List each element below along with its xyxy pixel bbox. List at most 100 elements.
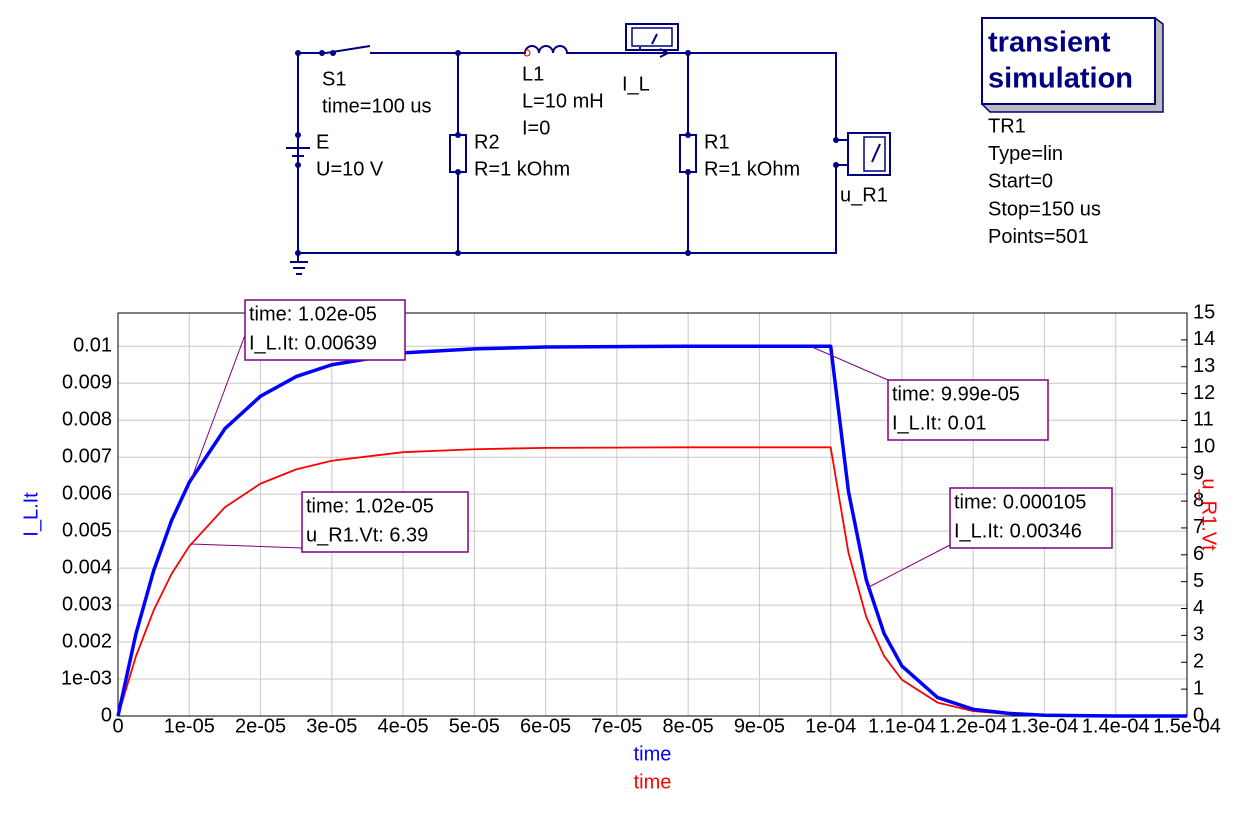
y2-tick-label: 4 <box>1193 597 1204 619</box>
y-tick-label: 0.005 <box>62 519 112 541</box>
x-tick-label: 1.2e-04 <box>939 715 1007 737</box>
marker-box <box>244 299 406 361</box>
wire <box>297 52 848 254</box>
voltmeter <box>847 132 891 176</box>
marker-text: time: 1.02e-05 <box>306 495 434 517</box>
component-label: S1 <box>322 68 346 90</box>
y2-tick-label: 3 <box>1193 624 1204 646</box>
y-tick-label: 0 <box>101 704 112 726</box>
x-tick-label: 8e-05 <box>663 715 714 737</box>
marker-text: I_L.It: 0.00639 <box>249 332 377 354</box>
x-tick-label: 1.5e-04 <box>1153 715 1221 737</box>
y2-tick-label: 6 <box>1193 543 1204 565</box>
y2-tick-label: 13 <box>1193 355 1215 377</box>
resistor <box>679 134 697 173</box>
x-tick-label: 1.1e-04 <box>868 715 936 737</box>
marker-box <box>949 487 1113 549</box>
y-tick-label: 0.008 <box>62 409 112 431</box>
y2-tick-label: 10 <box>1193 436 1215 458</box>
sim-param: Points=501 <box>988 226 1089 248</box>
y-tick-label: 0.01 <box>73 335 112 357</box>
component-label: u_R1 <box>840 184 888 206</box>
y2-tick-label: 11 <box>1193 409 1214 431</box>
x-tick-label: 4e-05 <box>377 715 428 737</box>
x-axis-label: time <box>634 743 672 765</box>
sim-param: Type=lin <box>988 143 1063 165</box>
sim-param: TR1 <box>988 115 1026 137</box>
y-tick-label: 0.004 <box>62 556 112 578</box>
inductor <box>515 45 572 54</box>
series-line <box>116 344 1187 718</box>
y-tick-label: 1e-03 <box>61 667 112 689</box>
y2-tick-label: 5 <box>1193 570 1204 592</box>
sim-box <box>981 17 1156 105</box>
y-tick-label: 0.002 <box>62 630 112 652</box>
y2-tick-label: 0 <box>1193 704 1204 726</box>
marker-text: I_L.It: 0.00346 <box>954 520 1082 542</box>
x-tick-label: 1e-05 <box>164 715 215 737</box>
marker-text: time: 9.99e-05 <box>892 383 1020 405</box>
y2-tick-label: 15 <box>1193 301 1215 323</box>
component-label: I_L <box>622 73 650 95</box>
plot-frame <box>117 312 1188 717</box>
x-axis-label: time <box>634 771 672 793</box>
x-tick-label: 2e-05 <box>235 715 286 737</box>
marker-box <box>887 379 1049 441</box>
y2-tick-label: 14 <box>1193 328 1215 350</box>
component-label: I=0 <box>522 117 550 139</box>
ground <box>290 261 308 275</box>
junctions <box>295 50 839 256</box>
marker-leader <box>866 544 951 589</box>
series-line <box>117 446 1187 717</box>
marker-leader <box>190 543 303 549</box>
y2-tick-label: 12 <box>1193 382 1215 404</box>
x-tick-label: 7e-05 <box>591 715 642 737</box>
component-label: U=10 V <box>316 158 384 180</box>
component-label: L=10 mH <box>522 90 604 112</box>
x-tick-label: 6e-05 <box>520 715 571 737</box>
voltmeter-needle <box>871 143 881 163</box>
node <box>319 50 325 56</box>
component-label: time=100 us <box>322 95 432 117</box>
marker-text: time: 1.02e-05 <box>249 303 377 325</box>
component-label: R1 <box>704 131 730 153</box>
y-tick-label: 0.009 <box>62 372 112 394</box>
y2-tick-label: 9 <box>1193 462 1204 484</box>
y2-tick-label: 8 <box>1193 489 1204 511</box>
resistor <box>449 134 467 173</box>
marker-text: I_L.It: 0.01 <box>892 412 987 434</box>
voltmeter-face <box>863 136 886 172</box>
ammeter-face <box>631 27 673 47</box>
x-tick-label: 1.3e-04 <box>1011 715 1079 737</box>
component-label: L1 <box>522 63 544 85</box>
sim-param: Stop=150 us <box>988 198 1101 220</box>
y-axis-label: I_L.It <box>20 492 42 537</box>
y-tick-label: 0.003 <box>62 593 112 615</box>
marker-box <box>301 491 469 553</box>
x-tick-label: 5e-05 <box>449 715 500 737</box>
y2-axis-label: u_R1.Vt <box>1198 478 1220 551</box>
component-label: R=1 kOhm <box>474 158 570 180</box>
ammeter-arrow <box>626 33 678 58</box>
x-tick-label: 1e-04 <box>805 715 856 737</box>
y2-tick-label: 7 <box>1193 516 1204 538</box>
switch <box>318 45 378 54</box>
sim-param: Start=0 <box>988 171 1053 193</box>
x-tick-label: 1.4e-04 <box>1082 715 1150 737</box>
marker-text: time: 0.000105 <box>954 491 1086 513</box>
battery <box>286 147 310 157</box>
sim-title: transient <box>988 27 1111 59</box>
node <box>523 49 531 57</box>
marker-text: u_R1.Vt: 6.39 <box>306 524 428 546</box>
y-tick-label: 0.007 <box>62 445 112 467</box>
x-tick-label: 9e-05 <box>734 715 785 737</box>
node <box>330 50 336 56</box>
marker-leader <box>811 346 889 381</box>
component-label: R2 <box>474 131 500 153</box>
component-label: E <box>316 131 329 153</box>
component-label: R=1 kOhm <box>704 158 800 180</box>
x-tick-label: 3e-05 <box>306 715 357 737</box>
marker-leader <box>190 334 246 481</box>
schematic <box>286 17 1164 275</box>
